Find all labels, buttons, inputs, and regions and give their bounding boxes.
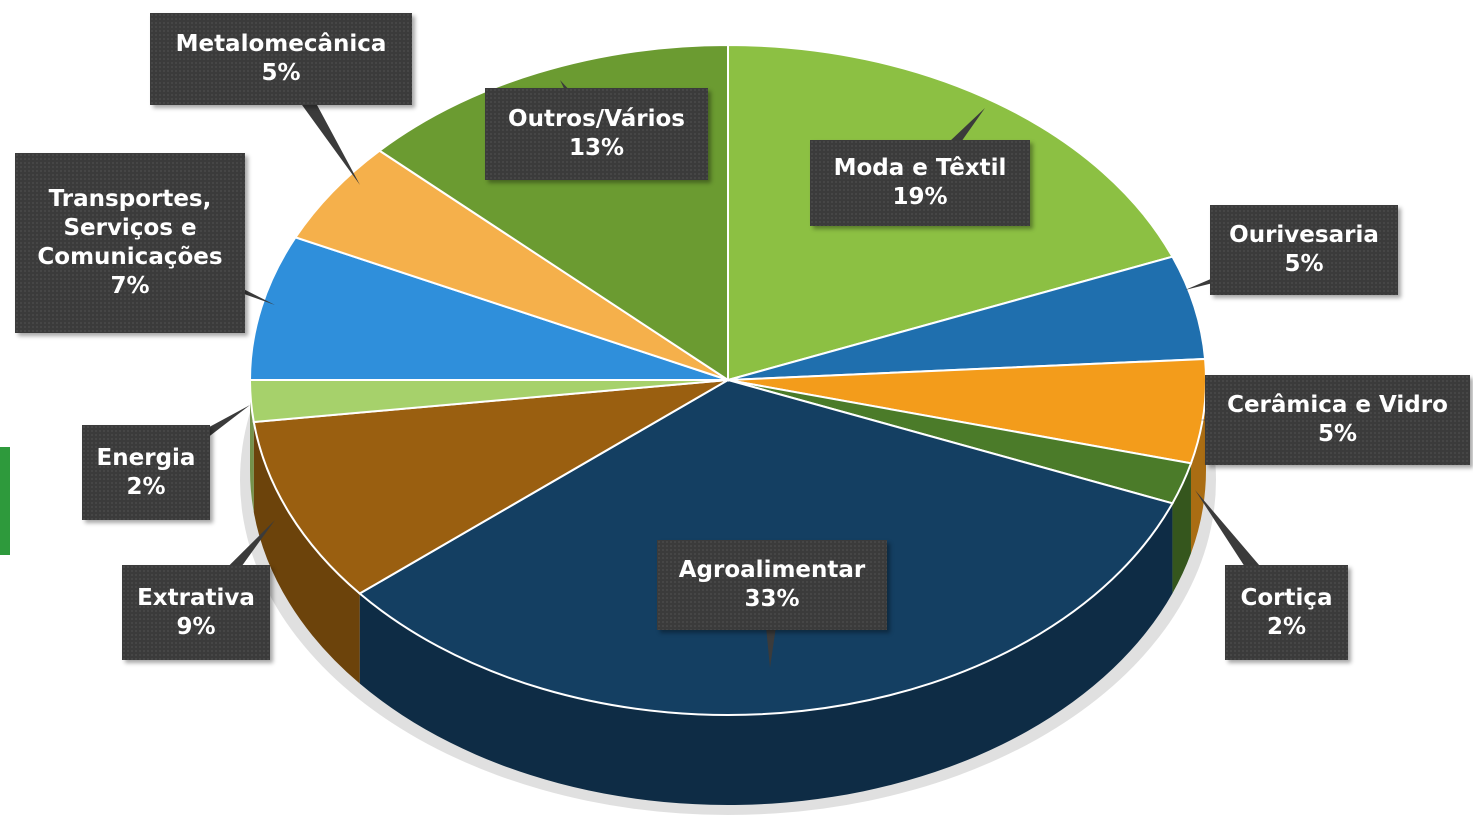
category-label: Extrativa: [137, 584, 255, 611]
data-label: Moda e Têxtil 19%: [810, 140, 1030, 226]
value-label: 7%: [110, 273, 150, 299]
category-label: Cerâmica e Vidro: [1227, 392, 1448, 418]
category-label: Metalomecânica: [175, 31, 387, 57]
data-label: Metalomecânica 5%: [150, 13, 412, 105]
value-label: 5%: [1317, 421, 1358, 447]
value-label: 13%: [568, 135, 625, 161]
data-label: Transportes, Serviços e Comunicações 7%: [15, 153, 245, 333]
value-label: 33%: [744, 586, 800, 612]
data-label: Outros/Vários 13%: [485, 88, 708, 180]
slice: [727, 255, 1207, 381]
slice: [293, 149, 729, 381]
data-label: Cortiça 2%: [1225, 565, 1348, 660]
value-label: 2%: [126, 473, 166, 500]
value-label: 2%: [1266, 613, 1307, 640]
category-label: Moda e Têxtil: [833, 155, 1007, 181]
data-label: Energia 2%: [82, 425, 210, 520]
data-label: Agroalimentar 33%: [657, 540, 887, 630]
category-label: Transportes, Serviços e Comunicações: [37, 186, 223, 270]
slice-side: [250, 380, 254, 512]
slice: [727, 357, 1207, 465]
data-label: Cerâmica e Vidro 5%: [1205, 375, 1470, 465]
data-label: Ourivesaria 5%: [1210, 205, 1398, 295]
category-label: Cortiça: [1240, 584, 1333, 611]
value-label: 5%: [261, 60, 301, 86]
value-label: 9%: [176, 613, 216, 640]
slice: [248, 236, 729, 381]
slice: [252, 379, 729, 595]
category-label: Energia: [96, 444, 196, 471]
data-label: Extrativa 9%: [122, 565, 270, 660]
category-label: Outros/Vários: [508, 106, 685, 132]
category-label: Agroalimentar: [678, 557, 866, 583]
side-accent: [0, 447, 10, 555]
value-label: 19%: [892, 184, 948, 210]
slice-side: [253, 421, 360, 684]
category-label: Ourivesaria: [1229, 222, 1379, 248]
value-label: 5%: [1284, 251, 1324, 277]
slice-side: [359, 503, 1173, 805]
